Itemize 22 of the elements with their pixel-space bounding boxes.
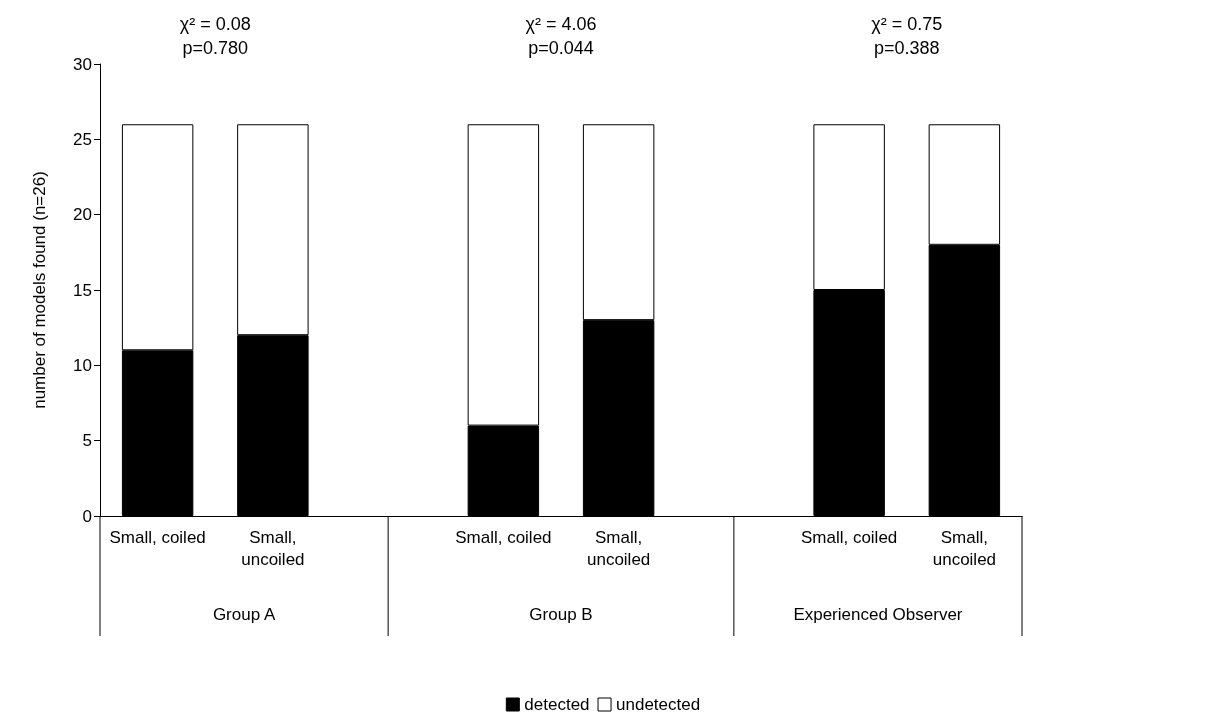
legend-label: detected	[524, 695, 590, 714]
x-tick-label: Small, uncoiled	[932, 527, 997, 569]
x-tick-label: Small, coiled	[800, 527, 898, 547]
text: χ² = 0.08 p=0.780	[179, 14, 251, 58]
y-tick-label: 15	[73, 280, 92, 300]
x-tick-label: Small, coiled	[455, 527, 552, 547]
y-axis-title: number of models found (n=26)	[30, 171, 49, 409]
text: Group A	[212, 604, 276, 624]
legend-label: undetected	[616, 695, 701, 714]
x-tick-label: Small, coiled	[109, 527, 206, 547]
text: χ² = 0.75 p=0.388	[871, 14, 943, 58]
y-tick-label: 25	[73, 129, 92, 149]
y-tick-label: 10	[73, 355, 92, 375]
y-tick-label: 30	[73, 54, 92, 74]
y-tick-label: 0	[82, 506, 92, 526]
x-tick-label: Small, uncoiled	[241, 527, 305, 569]
text: χ² = 4.06 p=0.044	[525, 14, 597, 58]
y-tick-label: 5	[82, 431, 92, 451]
text: Group B	[529, 604, 593, 624]
x-tick-label: Small, uncoiled	[586, 527, 651, 569]
y-tick-label: 20	[73, 205, 92, 225]
text: Experienced Observer	[793, 604, 963, 624]
